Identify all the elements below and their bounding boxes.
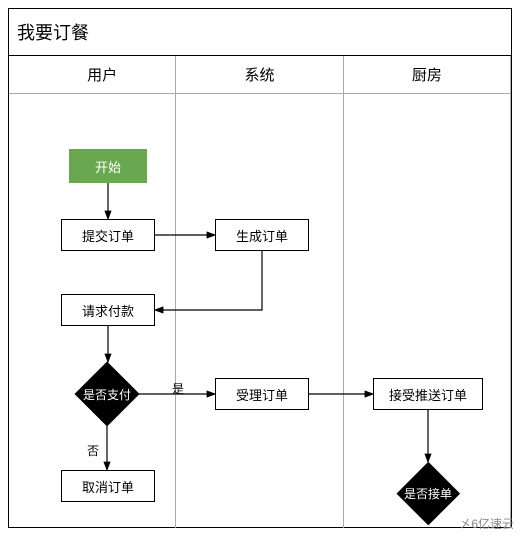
lane-user: 用户 bbox=[9, 56, 176, 528]
swimlane-container: 用户 系统 厨房 是否开始提交订单生成订单请求付款是否支付受理订单接受推送订单取… bbox=[9, 56, 511, 528]
lane-system: 系统 bbox=[176, 56, 343, 528]
lane-kitchen: 厨房 bbox=[344, 56, 511, 528]
page-title: 我要订餐 bbox=[9, 9, 511, 56]
lane-header-user: 用户 bbox=[9, 56, 175, 94]
lane-header-kitchen: 厨房 bbox=[344, 56, 510, 94]
watermark: 㐅6亿速云 bbox=[459, 515, 514, 532]
lane-header-system: 系统 bbox=[176, 56, 342, 94]
